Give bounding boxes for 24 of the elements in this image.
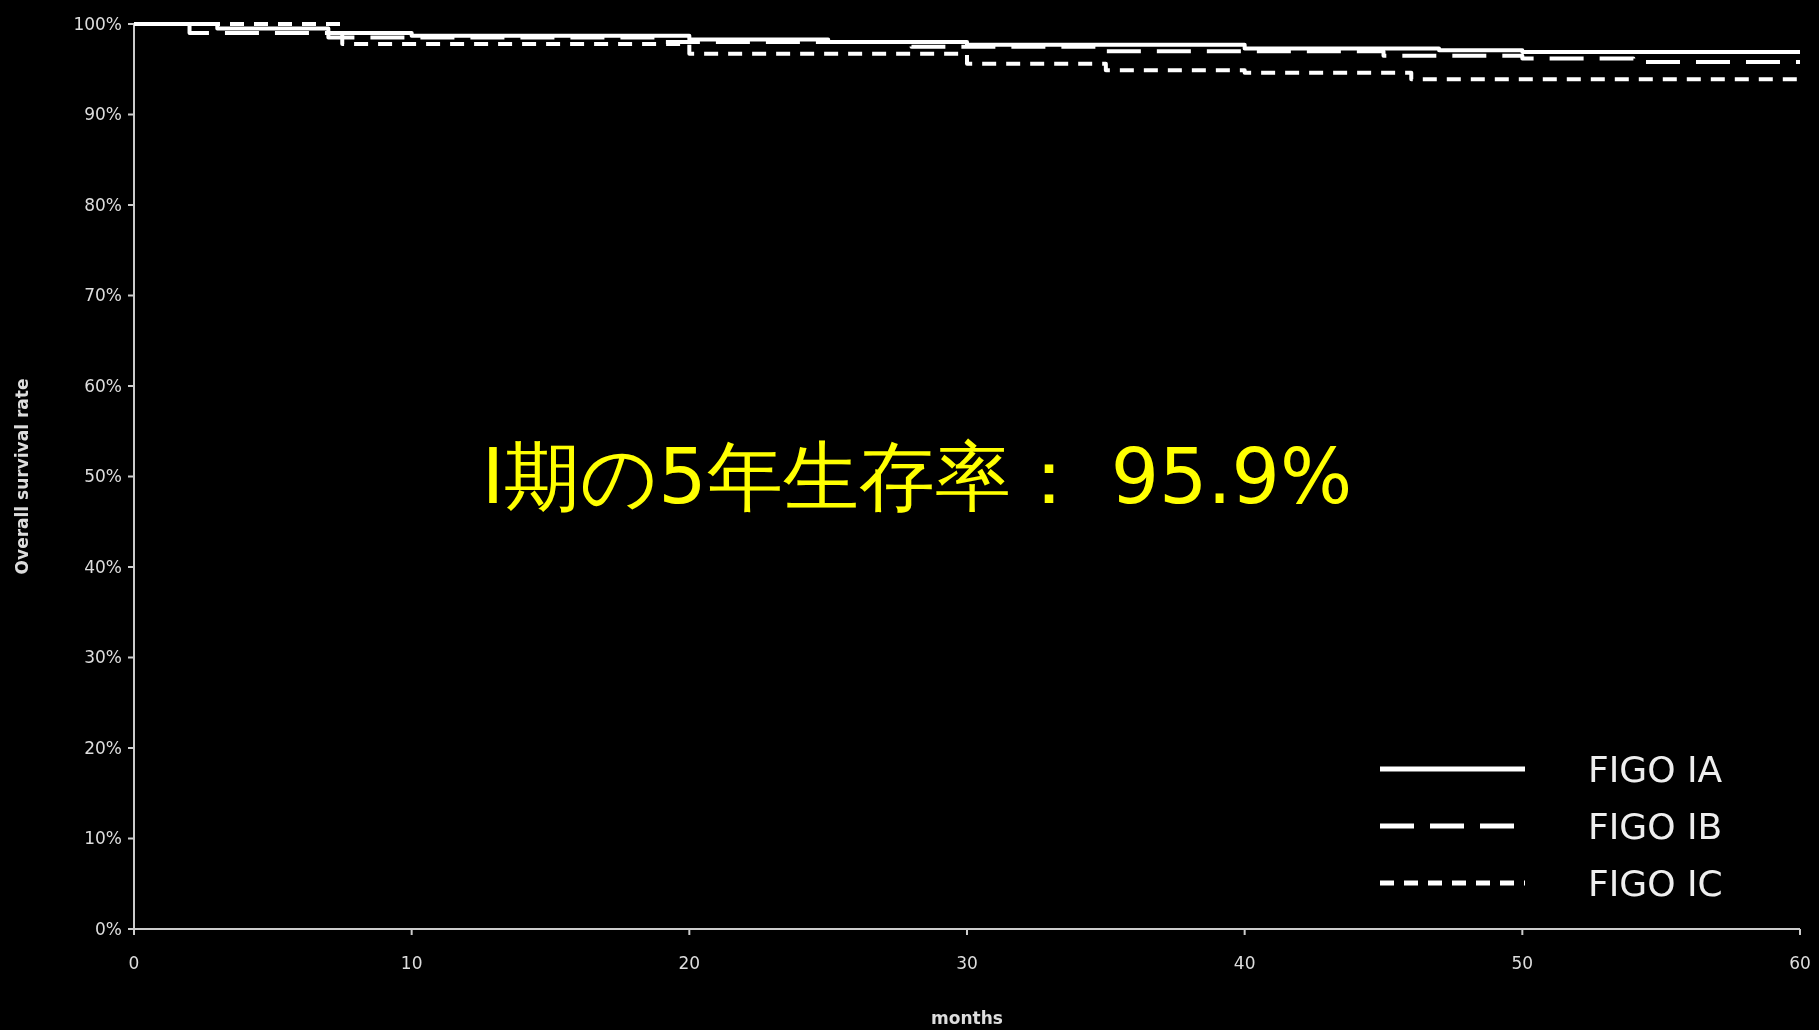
x-tick-label: 50 <box>1511 953 1534 973</box>
x-tick-label: 20 <box>678 953 701 973</box>
y-tick-label: 0% <box>95 918 122 939</box>
y-axis-title: Overall survival rate <box>12 378 32 575</box>
legend-label: FIGO IC <box>1588 862 1723 904</box>
annotation: Ⅰ期の5年生存率： 95.9% <box>481 432 1353 522</box>
y-tick-label: 80% <box>84 194 122 215</box>
legend-label: FIGO IB <box>1588 805 1723 847</box>
y-tick-label: 10% <box>84 828 122 849</box>
y-tick-label: 100% <box>73 13 122 34</box>
y-tick-label: 60% <box>84 375 122 396</box>
x-tick-label: 10 <box>400 953 423 973</box>
y-tick-label: 20% <box>84 737 122 758</box>
y-tick-label: 50% <box>84 466 122 487</box>
x-tick-label: 40 <box>1233 953 1256 973</box>
x-tick-label: 60 <box>1789 953 1811 973</box>
y-tick-label: 70% <box>84 285 122 306</box>
x-tick-label: 30 <box>956 953 978 973</box>
y-tick-label: 90% <box>84 104 122 125</box>
legend-label: FIGO IA <box>1588 748 1723 790</box>
y-tick-label: 30% <box>84 647 122 668</box>
x-tick-label: 0 <box>128 953 140 973</box>
y-tick-label: 40% <box>84 556 122 577</box>
x-axis-title: months <box>931 1008 1003 1028</box>
